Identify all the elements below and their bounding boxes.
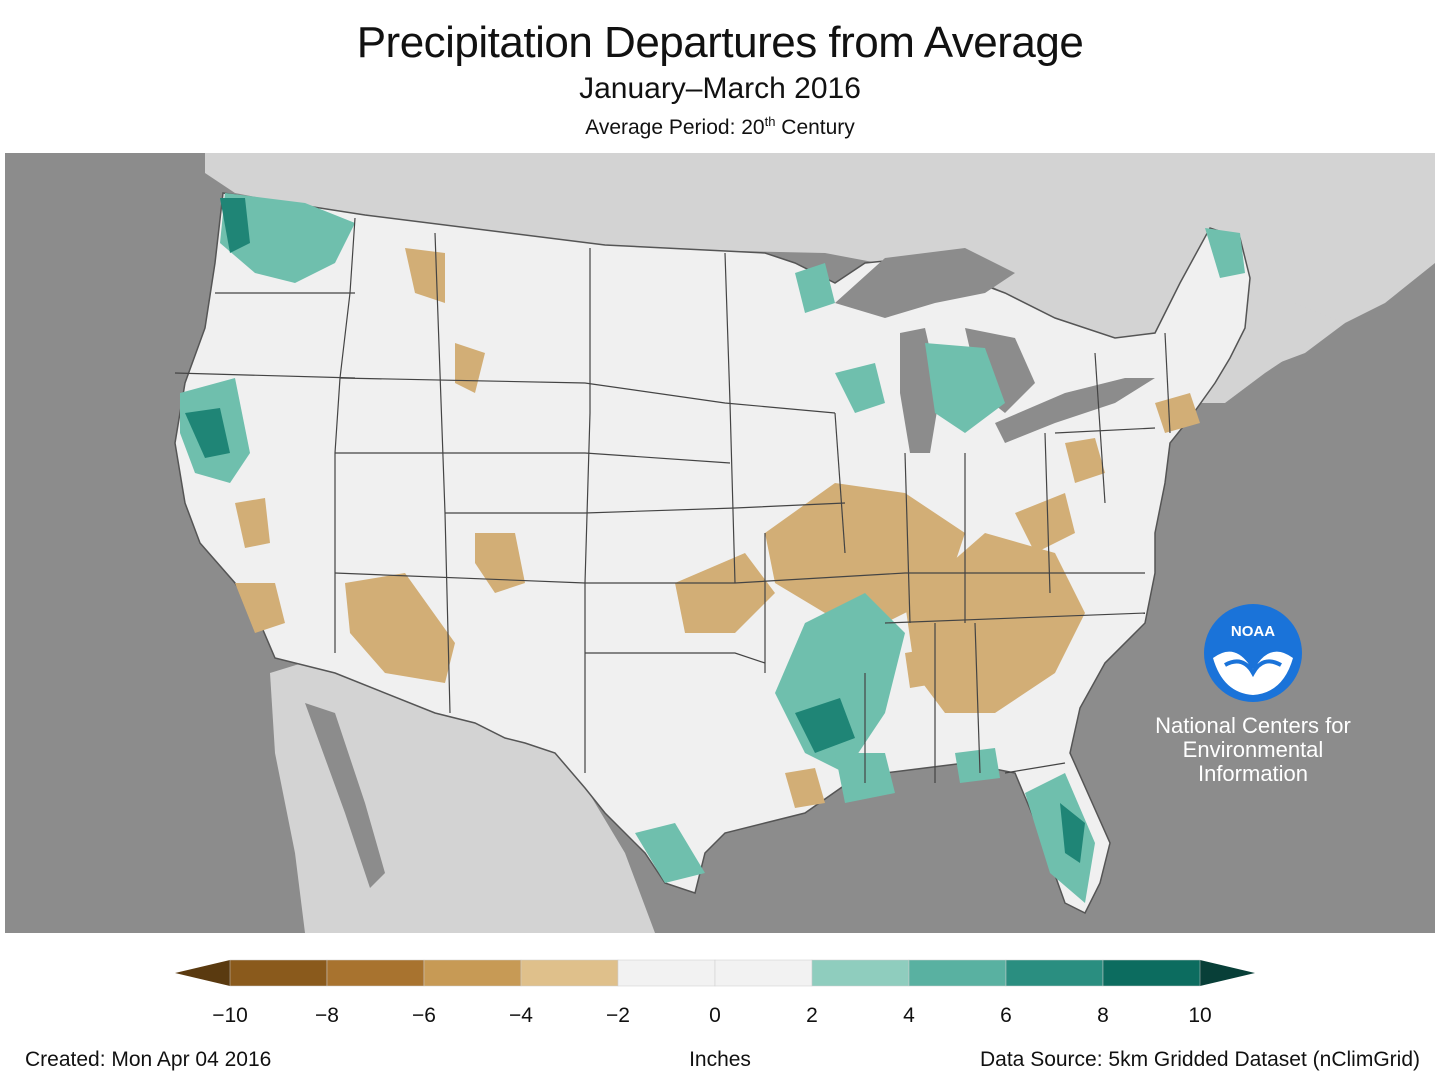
color-legend	[175, 959, 1255, 987]
legend-tick-label: −10	[212, 1004, 248, 1027]
legend-swatch	[908, 959, 1007, 987]
legend-tick-label: −2	[606, 1004, 630, 1027]
baja-california	[275, 693, 375, 913]
legend-tick-label: −6	[412, 1004, 436, 1027]
legend-swatch	[326, 959, 425, 987]
ncei-line-3: Information	[1197, 761, 1309, 786]
ncei-line-1: National Centers for	[1155, 713, 1351, 738]
map-subtitle: January–March 2016	[579, 72, 861, 105]
legend-swatch	[714, 959, 813, 987]
legend-swatch	[520, 959, 619, 987]
legend-arrow-left	[175, 960, 230, 986]
nova-scotia	[1235, 303, 1345, 368]
below-average-regions	[235, 248, 1200, 808]
ncei-label: National Centers for Environmental Infor…	[1148, 714, 1358, 786]
noaa-logo: NOAA	[1204, 604, 1302, 702]
map-title: Precipitation Departures from Average	[356, 18, 1084, 67]
legend-swatch	[1102, 959, 1201, 987]
legend-tick-label: −8	[315, 1004, 339, 1027]
legend-tick-label: −4	[509, 1004, 533, 1027]
legend-swatch	[1005, 959, 1104, 987]
legend-arrow-right	[1200, 960, 1255, 986]
legend-swatch	[229, 959, 328, 987]
legend-tick-label: 8	[1097, 1004, 1109, 1027]
legend-tick-label: 2	[806, 1004, 818, 1027]
precipitation-map	[5, 153, 1435, 933]
legend-swatch	[617, 959, 716, 987]
average-period: Average Period: 20th Century	[585, 114, 855, 139]
created-date: Created: Mon Apr 04 2016	[25, 1048, 272, 1071]
legend-swatch	[811, 959, 910, 987]
gulf-of-california	[305, 703, 385, 888]
noaa-logo-text: NOAA	[1231, 623, 1275, 640]
ncei-line-2: Environmental	[1182, 737, 1324, 762]
legend-tick-label: 10	[1188, 1004, 1212, 1027]
state-boundaries	[174, 217, 1171, 783]
lake-erie-ontario	[995, 378, 1155, 443]
data-source: Data Source: 5km Gridded Dataset (nClimG…	[980, 1048, 1420, 1071]
much-above-average-regions	[185, 198, 1085, 863]
legend-tick-label: 6	[1000, 1004, 1012, 1027]
units-label: Inches	[689, 1048, 751, 1071]
legend-swatch	[423, 959, 522, 987]
legend-tick-label: 0	[709, 1004, 721, 1027]
legend-tick-label: 4	[903, 1004, 915, 1027]
lake-superior	[835, 248, 1015, 318]
